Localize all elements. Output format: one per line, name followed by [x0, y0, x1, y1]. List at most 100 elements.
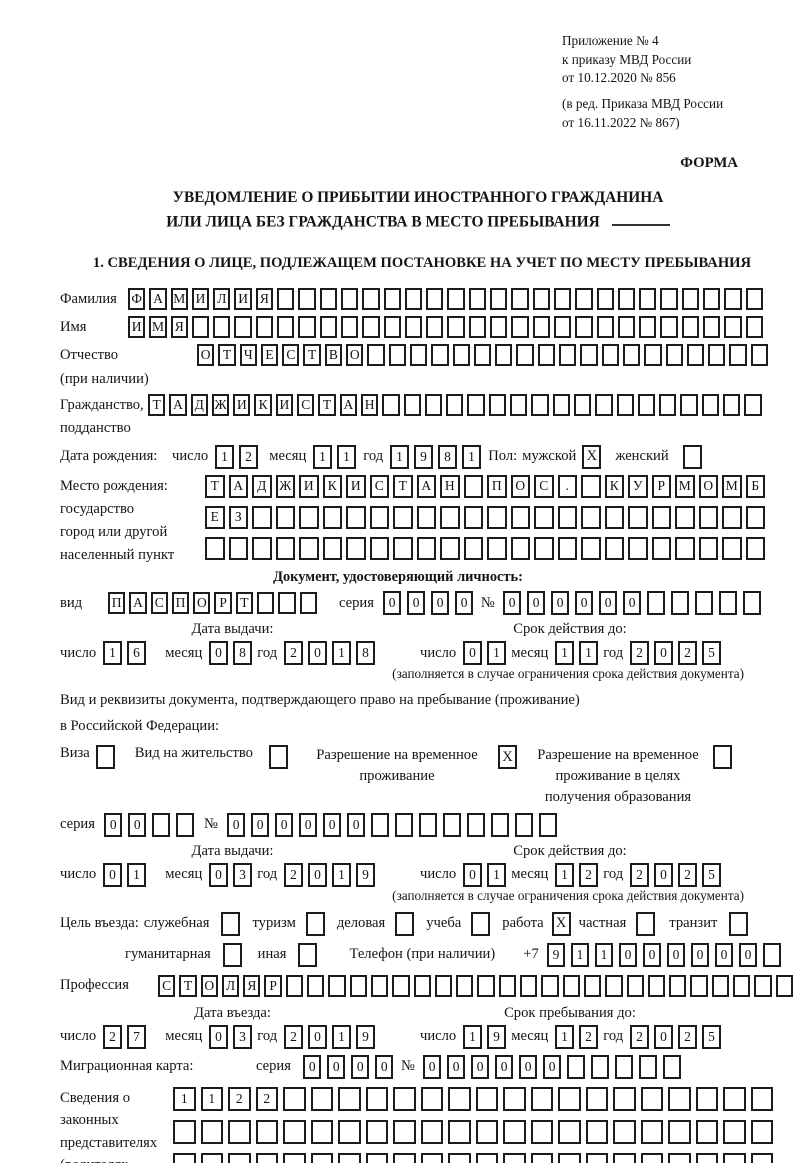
- char-cell: 8: [356, 641, 375, 666]
- char-cell: [463, 505, 483, 529]
- char-cell: [750, 1086, 773, 1111]
- char-cell: [562, 974, 580, 997]
- issue-date-header: Дата выдачи:: [191, 621, 274, 638]
- char-cell: [367, 344, 385, 367]
- char-cell: [585, 1086, 608, 1111]
- char-cell: 0: [463, 641, 482, 666]
- char-cell: О: [346, 344, 364, 367]
- char-cell: [365, 1086, 388, 1111]
- char-cell: [729, 344, 747, 367]
- char-cell: 0: [502, 591, 522, 616]
- char-cell: Т: [179, 974, 197, 997]
- char-cell: 1: [173, 1086, 196, 1111]
- char-cell: 0: [463, 862, 482, 887]
- char-cell: 0: [654, 1024, 673, 1049]
- char-cell: 0: [690, 942, 710, 967]
- char-cell: 2: [284, 641, 303, 666]
- appendix-line: от 16.11.2022 № 867): [562, 114, 680, 130]
- phone-prefix: +7: [523, 946, 539, 963]
- char-cell: 0: [618, 942, 638, 967]
- char-cell: С: [534, 474, 554, 498]
- option-edu-residence: Разрешение на временное проживание в цел…: [533, 745, 732, 808]
- doc-kind-label: вид: [60, 594, 83, 611]
- char-cell: [640, 1152, 663, 1163]
- female-label: женский: [615, 448, 669, 465]
- char-cell: 1: [555, 862, 574, 887]
- edu-residence-checkbox: [712, 745, 732, 770]
- char-cell: [393, 1119, 416, 1144]
- char-cell: Р: [214, 592, 232, 615]
- option-residence-permit: Вид на жительство: [135, 745, 288, 770]
- appendix-line: к приказу МВД России: [562, 51, 692, 67]
- char-cell: Д: [190, 393, 208, 416]
- char-cell: 0: [654, 641, 673, 666]
- appendix-line: (в ред. Приказа МВД России: [562, 96, 724, 112]
- char-cell: [723, 393, 741, 416]
- char-cell: [511, 288, 529, 311]
- char-cell: [604, 536, 624, 560]
- char-cell: [466, 812, 486, 837]
- char-cell: [644, 344, 662, 367]
- char-cell: П: [171, 592, 190, 615]
- char-cell: 2: [103, 1024, 122, 1049]
- char-cell: Т: [303, 344, 321, 367]
- char-cell: [173, 1119, 196, 1144]
- char-cell: 0: [642, 942, 662, 967]
- char-cell: Я: [243, 974, 261, 997]
- char-cell: И: [128, 316, 146, 339]
- char-cell: 1: [313, 444, 332, 469]
- purpose-row2: гуманитарная иная Телефон (при наличии) …: [60, 942, 782, 967]
- char-cell: [340, 288, 359, 311]
- char-cell: П: [108, 592, 126, 615]
- char-cell: [534, 505, 554, 529]
- char-cell: Т: [235, 592, 254, 615]
- char-cell: [307, 974, 325, 997]
- char-cell: Д: [252, 474, 272, 498]
- char-cell: [503, 1086, 526, 1111]
- purpose-humanitarian-checkbox: [222, 942, 242, 967]
- char-cell: [575, 288, 593, 311]
- char-cell: [665, 344, 683, 367]
- char-cell: [626, 974, 644, 997]
- purpose-row: Цель въезда: служебная туризм деловая уч…: [60, 911, 776, 936]
- char-cell: О: [698, 474, 718, 498]
- char-cell: Б: [745, 474, 765, 498]
- char-cell: [338, 1152, 361, 1163]
- char-cell: М: [722, 474, 742, 498]
- char-cell: 3: [233, 862, 252, 887]
- series-label: серия: [256, 1058, 291, 1075]
- char-cell: [463, 536, 483, 560]
- char-cell: [228, 536, 248, 560]
- char-cell: [694, 591, 714, 616]
- residence-doc-date-headers: Дата выдачи: Срок действия до:: [60, 843, 776, 860]
- char-cell: [585, 1119, 608, 1144]
- char-cell: К: [322, 474, 342, 498]
- char-cell: [328, 974, 346, 997]
- char-cell: [573, 393, 592, 416]
- option-visa: Виза: [60, 745, 115, 770]
- number-label: №: [480, 594, 495, 611]
- char-cell: 2: [678, 862, 697, 887]
- char-cell: [680, 393, 698, 416]
- char-cell: [393, 536, 413, 560]
- char-cell: [651, 536, 671, 560]
- char-cell: [541, 974, 559, 997]
- char-cell: [559, 344, 577, 367]
- char-cell: [383, 316, 401, 339]
- char-cell: В: [324, 344, 343, 367]
- char-cell: [581, 474, 601, 498]
- purpose-other-checkbox: [298, 942, 318, 967]
- char-cell: [447, 288, 465, 311]
